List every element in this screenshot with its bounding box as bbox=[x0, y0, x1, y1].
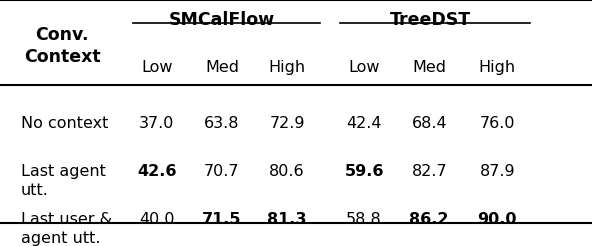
Text: 68.4: 68.4 bbox=[411, 116, 447, 131]
Text: 76.0: 76.0 bbox=[480, 116, 515, 131]
Text: 80.6: 80.6 bbox=[269, 164, 305, 179]
Text: 87.9: 87.9 bbox=[480, 164, 515, 179]
Text: Low: Low bbox=[348, 60, 380, 75]
Text: 72.9: 72.9 bbox=[269, 116, 305, 131]
Text: SMCalFlow: SMCalFlow bbox=[169, 11, 275, 29]
Text: High: High bbox=[269, 60, 305, 75]
Text: 81.3: 81.3 bbox=[268, 212, 307, 227]
Text: 37.0: 37.0 bbox=[139, 116, 175, 131]
Text: Conv.
Context: Conv. Context bbox=[24, 26, 101, 66]
Text: Low: Low bbox=[141, 60, 173, 75]
Text: 59.6: 59.6 bbox=[345, 164, 384, 179]
Text: 86.2: 86.2 bbox=[410, 212, 449, 227]
Text: Med: Med bbox=[412, 60, 446, 75]
Text: TreeDST: TreeDST bbox=[390, 11, 471, 29]
Text: 63.8: 63.8 bbox=[204, 116, 240, 131]
Text: 42.6: 42.6 bbox=[137, 164, 176, 179]
Text: 71.5: 71.5 bbox=[202, 212, 242, 227]
Text: 42.4: 42.4 bbox=[346, 116, 382, 131]
Text: 70.7: 70.7 bbox=[204, 164, 240, 179]
Text: High: High bbox=[479, 60, 516, 75]
Text: Med: Med bbox=[205, 60, 239, 75]
Text: 82.7: 82.7 bbox=[411, 164, 447, 179]
Text: No context: No context bbox=[21, 116, 108, 131]
Text: 90.0: 90.0 bbox=[478, 212, 517, 227]
Text: 40.0: 40.0 bbox=[139, 212, 175, 227]
Text: Last user &
agent utt.: Last user & agent utt. bbox=[21, 212, 112, 246]
Text: Last agent
utt.: Last agent utt. bbox=[21, 164, 105, 198]
Text: 58.8: 58.8 bbox=[346, 212, 382, 227]
